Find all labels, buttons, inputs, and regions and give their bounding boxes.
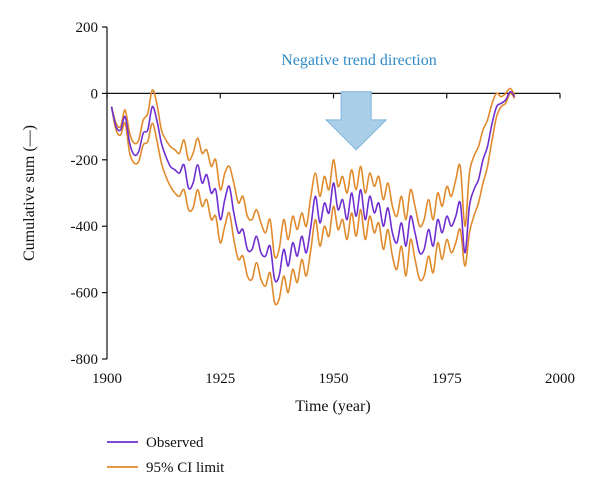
ci-lower-line [110,92,516,306]
y-tick-label: 200 [76,20,99,36]
ci-upper-line [110,87,516,259]
y-tick-label: -600 [71,286,99,302]
x-tick-label: 1975 [432,371,462,387]
y-ticks: 200 0 -200 -400 -600 -800 [71,20,107,368]
y-tick-label: -200 [71,153,99,169]
y-tick-label: 0 [91,86,99,102]
y-tick-label: -800 [71,352,99,368]
legend: Observed 95% CI limit [107,435,225,476]
legend-label: Observed [146,435,204,451]
x-tick-label: 2000 [545,371,575,387]
x-tick-label: 1900 [92,371,122,387]
x-tick-label: 1925 [205,371,235,387]
annotation-text: Negative trend direction [281,52,437,69]
y-tick-label: -400 [71,219,99,235]
observed-line [110,90,516,283]
annotation: Negative trend direction [281,52,437,151]
x-ticks: 1900 1925 1950 1975 2000 [92,93,575,387]
x-tick-label: 1950 [319,371,349,387]
series-layer [110,87,516,306]
legend-label: 95% CI limit [146,460,225,476]
x-axis-title: Time (year) [295,398,370,415]
y-axis-title: Cumulative sum (—) [21,125,38,261]
down-arrow-icon [324,91,388,151]
